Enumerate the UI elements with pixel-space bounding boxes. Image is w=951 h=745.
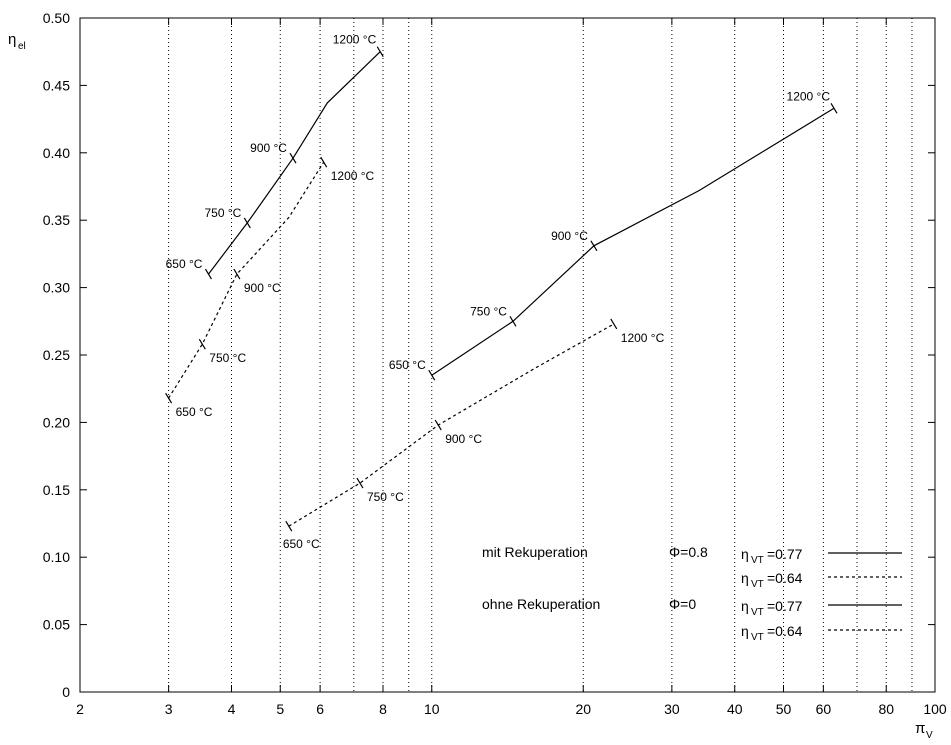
temperature-marker bbox=[428, 369, 436, 381]
temperature-label: 750 °C bbox=[470, 304, 507, 318]
temperature-marker bbox=[289, 152, 297, 164]
y-tick-label: 0.50 bbox=[43, 10, 70, 26]
x-tick-label: 80 bbox=[878, 701, 894, 717]
temperature-label: 750 °C bbox=[367, 490, 404, 504]
temperature-label: 900 °C bbox=[445, 432, 482, 446]
series-line-1 bbox=[208, 51, 381, 275]
temperature-label: 650 °C bbox=[389, 358, 426, 372]
temperature-label: 900 °C bbox=[551, 229, 588, 243]
x-axis-label: π bbox=[915, 720, 925, 737]
temperature-marker bbox=[590, 240, 598, 252]
temperature-label: 650 °C bbox=[176, 405, 213, 419]
y-tick-label: 0.25 bbox=[43, 347, 70, 363]
y-axis-label: η bbox=[8, 31, 16, 48]
annotation-layer: 650 °C 750 °C 900 °C 1200 °C 650 °C 750 °C 900… bbox=[165, 33, 838, 551]
x-tick-label: 10 bbox=[424, 701, 440, 717]
y-tick-label: 0.45 bbox=[43, 77, 70, 93]
x-tick-label: 2 bbox=[76, 701, 84, 717]
temperature-marker bbox=[434, 419, 442, 431]
x-tick-label: 50 bbox=[776, 701, 792, 717]
y-tick-label: 0.15 bbox=[43, 482, 70, 498]
temperature-marker bbox=[610, 318, 618, 330]
temperature-label: 750 °C bbox=[204, 206, 241, 220]
grid-layer bbox=[168, 18, 913, 692]
legend-eta-symbol: η bbox=[741, 623, 749, 639]
legend-eta-subscript: VT bbox=[751, 607, 764, 618]
temperature-marker bbox=[376, 46, 384, 58]
temperature-label: 900 °C bbox=[244, 281, 281, 295]
y-tick-label: 0 bbox=[62, 684, 70, 700]
y-tick-label: 0.40 bbox=[43, 145, 70, 161]
temperature-label: 900 °C bbox=[250, 141, 287, 155]
x-tick-label: 3 bbox=[165, 701, 173, 717]
x-tick-label: 20 bbox=[575, 701, 591, 717]
x-axis-label-sub: V bbox=[926, 730, 933, 741]
temperature-marker bbox=[165, 392, 173, 404]
temperature-marker bbox=[204, 268, 212, 280]
x-tick-label: 30 bbox=[664, 701, 680, 717]
legend-eta-symbol: η bbox=[741, 546, 749, 562]
legend: mit Rekuperation Φ=0.8 η VT =0.77η VT =0.64ohn… bbox=[482, 544, 902, 643]
x-tick-label: 4 bbox=[228, 701, 236, 717]
x-tick-label: 5 bbox=[276, 701, 284, 717]
legend-group-label: mit Rekuperation bbox=[482, 544, 588, 560]
temperature-marker bbox=[320, 156, 328, 168]
legend-group-label: ohne Rekuperation bbox=[482, 596, 600, 612]
temperature-label: 650 °C bbox=[283, 537, 320, 551]
y-tick-label: 0.20 bbox=[43, 414, 70, 430]
legend-eta-subscript: VT bbox=[751, 579, 764, 590]
temperature-label: 750 °C bbox=[209, 351, 246, 365]
legend-phi-label: Φ=0.8 bbox=[669, 544, 708, 560]
y-tick-label: 0.10 bbox=[43, 549, 70, 565]
temperature-marker bbox=[243, 217, 251, 229]
x-tick-label: 100 bbox=[923, 701, 947, 717]
y-axis-label-sub: el bbox=[18, 41, 26, 52]
temperature-marker bbox=[830, 103, 838, 114]
temperature-label: 1200 °C bbox=[621, 331, 665, 345]
temperature-marker bbox=[509, 315, 517, 327]
x-tick-label: 8 bbox=[379, 701, 387, 717]
temperature-marker bbox=[198, 338, 206, 350]
legend-value: =0.64 bbox=[767, 623, 803, 639]
temperature-label: 1200 °C bbox=[787, 89, 831, 103]
series-line-2 bbox=[168, 161, 325, 399]
legend-phi-label: Φ=0 bbox=[669, 596, 696, 612]
temperature-label: 650 °C bbox=[166, 257, 203, 271]
series-line-4 bbox=[288, 323, 615, 527]
x-tick-label: 40 bbox=[727, 701, 743, 717]
legend-eta-symbol: η bbox=[741, 570, 749, 586]
plot-frame bbox=[79, 17, 936, 693]
legend-eta-symbol: η bbox=[741, 598, 749, 614]
temperature-label: 1200 °C bbox=[333, 33, 377, 47]
legend-value: =0.64 bbox=[767, 570, 803, 586]
x-tick-label: 60 bbox=[816, 701, 832, 717]
temperature-label: 1200 °C bbox=[331, 169, 375, 183]
temperature-marker bbox=[233, 268, 241, 280]
temperature-marker bbox=[356, 477, 364, 489]
ticks-layer: 0 0.05 0.10 0.15 0.20 0.25 0.30 0.35 0.40 0.45 0.5… bbox=[43, 10, 947, 717]
y-tick-label: 0.05 bbox=[43, 617, 70, 633]
legend-value: =0.77 bbox=[767, 546, 803, 562]
y-tick-label: 0.30 bbox=[43, 280, 70, 296]
y-tick-label: 0.35 bbox=[43, 212, 70, 228]
temperature-marker bbox=[285, 520, 293, 532]
legend-eta-subscript: VT bbox=[751, 555, 764, 566]
x-tick-label: 6 bbox=[316, 701, 324, 717]
legend-value: =0.77 bbox=[767, 598, 803, 614]
legend-eta-subscript: VT bbox=[751, 632, 764, 643]
